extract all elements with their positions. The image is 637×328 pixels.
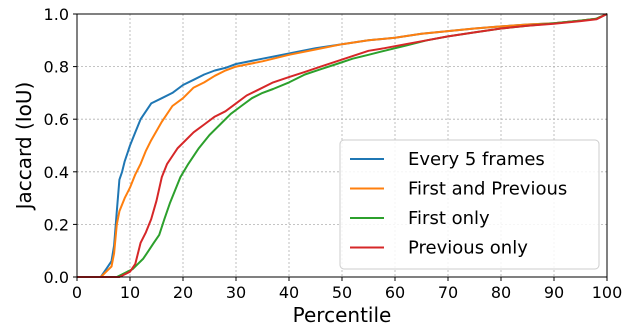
legend-label-0: Every 5 frames xyxy=(408,149,545,170)
x-tick-label: 20 xyxy=(173,283,193,302)
legend-label-2: First only xyxy=(408,208,490,229)
series-line-3 xyxy=(77,13,608,278)
series-lines xyxy=(77,13,608,278)
y-tick-label: 0.2 xyxy=(44,215,69,234)
legend-box xyxy=(339,139,600,270)
x-tick-label: 60 xyxy=(385,283,405,302)
x-tick-label: 30 xyxy=(226,283,246,302)
x-tick-label: 70 xyxy=(438,283,458,302)
y-tick-label: 0.6 xyxy=(44,110,69,129)
series-line-1 xyxy=(77,13,608,278)
x-tick-label: 10 xyxy=(120,283,140,302)
x-tick-label: 80 xyxy=(491,283,511,302)
x-tick-label: 100 xyxy=(592,283,623,302)
x-tick-label: 90 xyxy=(544,283,564,302)
x-tick-label: 40 xyxy=(279,283,299,302)
y-axis-title: Jaccard (IoU) xyxy=(12,82,36,212)
legend: Every 5 frames First and Previous First on… xyxy=(339,139,600,270)
y-tick-label: 0.4 xyxy=(44,163,69,182)
y-tick-label: 1.0 xyxy=(44,5,69,24)
x-tick-label: 0 xyxy=(72,283,82,302)
y-tick-label: 0.0 xyxy=(44,268,69,287)
axis-ticks: 0 10 20 30 40 50 60 70 80 90 100 0.0 0.2 0.4 0.6 0.8 1.0 xyxy=(44,5,623,302)
x-axis-title: Percentile xyxy=(293,303,392,327)
x-tick-label: 50 xyxy=(332,283,352,302)
legend-label-3: Previous only xyxy=(408,238,528,259)
y-tick-label: 0.8 xyxy=(44,58,69,77)
legend-label-1: First and Previous xyxy=(408,179,567,200)
